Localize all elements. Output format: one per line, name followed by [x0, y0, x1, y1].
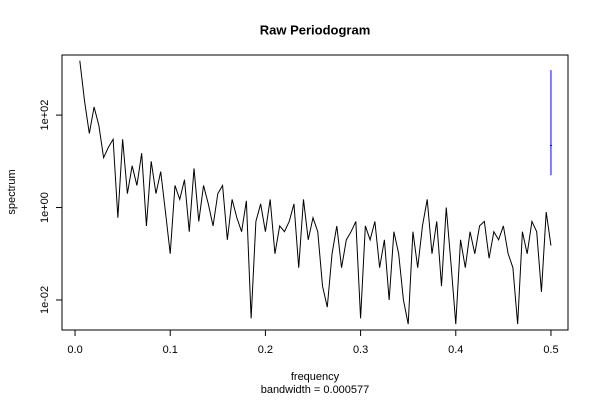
plot-box: [61, 54, 569, 331]
y-tick-label: 1e+00: [39, 192, 51, 223]
chart-title: Raw Periodogram: [260, 22, 371, 37]
x-tick-label: 0.5: [543, 344, 558, 356]
spectrum-line: [79, 60, 552, 325]
x-tick-label: 0.3: [353, 344, 368, 356]
x-tick-label: 0.1: [163, 344, 178, 356]
subtitle: bandwidth = 0.000577: [261, 384, 370, 396]
y-tick-label: 1e-02: [39, 286, 51, 314]
y-axis-label: spectrum: [6, 169, 18, 214]
x-axis-label: frequency: [291, 371, 340, 383]
y-tick-label: 1e+02: [39, 100, 51, 131]
x-tick-label: 0.0: [67, 344, 82, 356]
x-tick-label: 0.4: [448, 344, 463, 356]
x-tick-label: 0.2: [258, 344, 273, 356]
